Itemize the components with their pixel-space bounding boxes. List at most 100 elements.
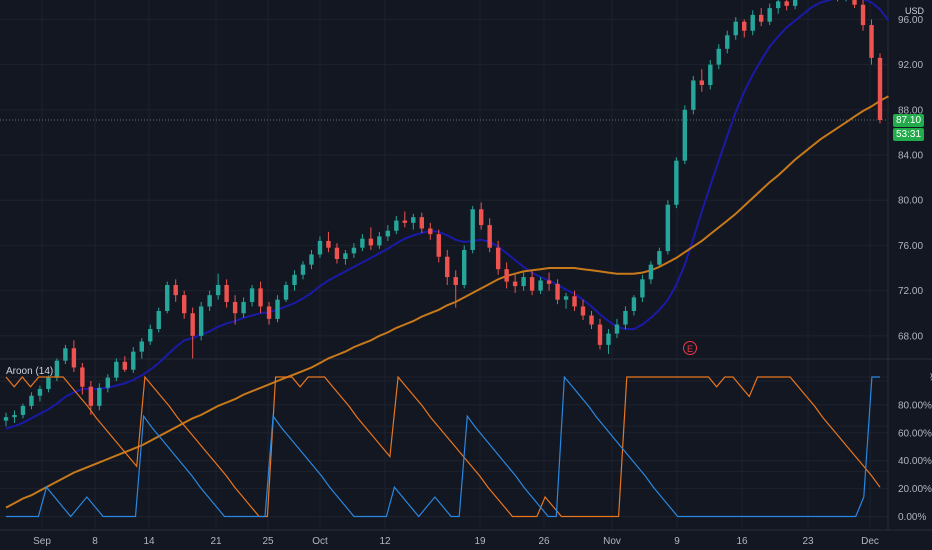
time-tick-label: 26 xyxy=(538,536,550,547)
candle-body xyxy=(394,220,399,231)
candle-body xyxy=(665,204,671,252)
aroon-last-tag xyxy=(890,370,930,383)
price-tick-label: 84.00 xyxy=(898,151,923,162)
candle-body xyxy=(37,388,43,396)
candle-body xyxy=(20,405,26,415)
time-tick-label: 25 xyxy=(262,536,274,547)
candle-body xyxy=(699,80,705,85)
candle-body xyxy=(3,417,9,421)
candle-body xyxy=(190,313,195,336)
candle-body xyxy=(877,57,883,120)
candle-body xyxy=(742,21,747,31)
last-price-tag: 87.10 xyxy=(893,114,924,127)
candle-body xyxy=(640,279,645,298)
candle-body xyxy=(759,14,764,22)
candle-body xyxy=(54,360,60,378)
candle-body xyxy=(546,280,552,284)
candle-body xyxy=(12,414,17,418)
candle-body xyxy=(691,80,696,110)
candle-body xyxy=(360,238,365,248)
candle-body xyxy=(453,277,458,285)
candle-body xyxy=(173,284,178,296)
candle-body xyxy=(614,324,620,334)
price-tick-label: 92.00 xyxy=(898,60,923,71)
candle-body xyxy=(733,21,738,36)
candle-body xyxy=(674,160,679,205)
candle-body xyxy=(411,217,416,223)
candle-body xyxy=(436,234,441,257)
candle-body xyxy=(334,247,340,259)
candle-body xyxy=(114,361,119,378)
candle-body xyxy=(63,348,68,361)
time-tick-label: 23 xyxy=(802,536,814,547)
grid-lines xyxy=(0,0,888,530)
candle-body xyxy=(775,1,781,9)
candle-body xyxy=(29,395,34,406)
candle-body xyxy=(156,310,161,330)
candle-body xyxy=(198,306,204,336)
candle-body xyxy=(708,64,713,85)
candle-body xyxy=(224,284,229,302)
candle-body xyxy=(852,0,857,5)
time-tick-label: 19 xyxy=(474,536,486,547)
candle-body xyxy=(71,348,77,368)
candle-body xyxy=(258,288,263,307)
candle-body xyxy=(165,284,170,311)
aroon-tick-label: 80.00% xyxy=(898,400,932,411)
candle-body xyxy=(657,251,662,265)
aroon-panel-title[interactable]: Aroon (14) xyxy=(6,366,54,377)
aroon-tick-label: 20.00% xyxy=(898,484,932,495)
price-tick-label: 68.00 xyxy=(898,331,923,342)
aroon-lines xyxy=(5,375,881,518)
time-tick-label: Nov xyxy=(603,536,621,547)
candle-body xyxy=(80,367,85,387)
candle-body xyxy=(207,295,212,307)
candle-body xyxy=(139,341,144,352)
candle-body xyxy=(445,256,450,278)
candle-body xyxy=(131,351,136,370)
candle-body xyxy=(512,281,518,287)
bar-countdown-tag: 53:31 xyxy=(893,128,924,141)
candle-body xyxy=(504,269,509,282)
candle-body xyxy=(232,301,238,314)
candle-body xyxy=(122,361,127,370)
candle-body xyxy=(462,249,467,285)
candle-body xyxy=(351,247,357,254)
candle-body xyxy=(606,333,611,345)
candle-body xyxy=(563,296,569,300)
time-tick-label: 12 xyxy=(379,536,391,547)
candle-body xyxy=(521,277,526,287)
aroon-tick-label: 40.00% xyxy=(898,456,932,467)
candle-body xyxy=(495,247,501,270)
candle-body xyxy=(428,228,433,235)
candle-body xyxy=(309,254,314,265)
candle-body xyxy=(784,1,789,6)
price-tick-label: 80.00 xyxy=(898,196,923,207)
candles xyxy=(3,0,883,427)
candle-body xyxy=(538,280,543,291)
candle-body xyxy=(529,277,535,291)
price-tick-label: 72.00 xyxy=(898,286,923,297)
candle-body xyxy=(283,284,289,300)
time-tick-label: Oct xyxy=(312,536,328,547)
candle-body xyxy=(682,109,688,161)
moving-average-line-2 xyxy=(5,95,889,509)
candle-body xyxy=(623,310,628,325)
earnings-icon[interactable]: E xyxy=(683,341,697,355)
candle-body xyxy=(869,25,874,58)
time-tick-label: 14 xyxy=(143,536,155,547)
candle-body xyxy=(572,296,577,307)
moving-average-line-1 xyxy=(5,0,890,430)
candle-body xyxy=(589,315,594,325)
candle-body xyxy=(300,264,306,275)
candle-body xyxy=(266,306,272,319)
price-tick-label: 88.00 xyxy=(898,105,923,116)
candle-body xyxy=(88,386,94,406)
candle-body xyxy=(555,283,560,300)
candle-body xyxy=(419,217,424,229)
candle-body xyxy=(385,230,391,237)
candle-body xyxy=(326,240,331,248)
time-tick-label: 16 xyxy=(736,536,748,547)
candle-body xyxy=(648,264,654,280)
